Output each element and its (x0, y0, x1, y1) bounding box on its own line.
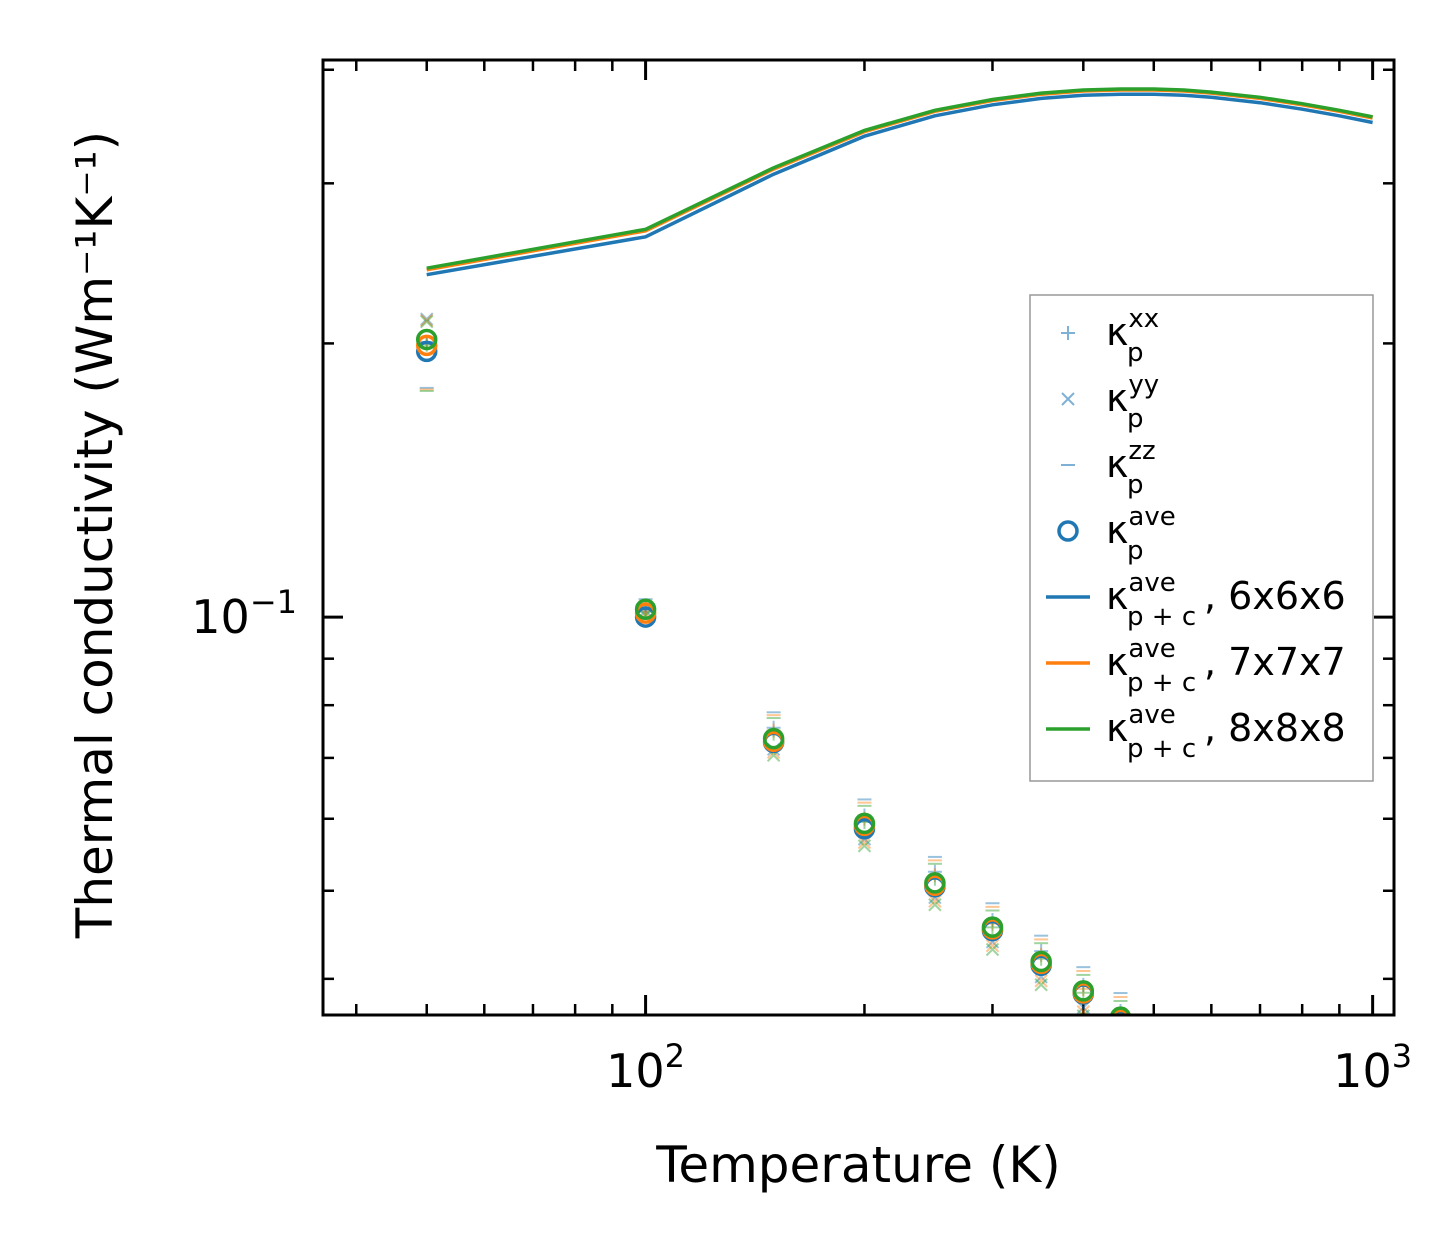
point-kappa_p_yy (420, 312, 434, 326)
point-kappa_p_yy (985, 939, 1000, 953)
legend-subscript: p (1127, 536, 1144, 566)
point-kappa_p_ave_8x8x8 (981, 916, 1004, 938)
point-kappa_p_ave_6x6x6 (415, 340, 438, 363)
legend-kappa: κ (1106, 706, 1128, 750)
legend-superscript: ave (1128, 568, 1175, 598)
legend-kappa: κ (1106, 310, 1128, 354)
series-kappa_pc_ave_8x8x8 (426, 87, 1373, 270)
legend-subscript: p + c (1127, 602, 1196, 632)
point-kappa_p_ave_8x8x8 (853, 812, 876, 835)
series-kappa_p_ave_8x8x8 (415, 328, 1132, 1015)
point-kappa_p_yy (420, 314, 434, 329)
point-kappa_p_yy (420, 313, 434, 328)
x-tick-exponent: 2 (665, 1037, 685, 1075)
legend-subscript: p (1127, 470, 1144, 500)
legend-kappa: κ (1106, 574, 1128, 618)
legend-marker-plus (1061, 326, 1075, 340)
legend-label: κave p + c , 6x6x6 (1106, 568, 1346, 632)
axis-ticks (323, 60, 1394, 1015)
point-kappa_p_yy (1034, 974, 1048, 988)
x-tick-exponent: 3 (1392, 1037, 1412, 1075)
legend-superscript: ave (1128, 502, 1175, 532)
legend-marker-x (1061, 392, 1075, 406)
legend-suffix: , 7x7x7 (1204, 640, 1346, 684)
legend-label: κave p (1106, 502, 1176, 566)
y-tick-label: 10−1 (191, 583, 297, 644)
series-kappa_p_zz (419, 386, 1161, 1015)
x-tick-label: 103 (1333, 1037, 1412, 1098)
legend-label: κave p + c , 7x7x7 (1106, 634, 1346, 698)
legend-subscript: p + c (1127, 668, 1196, 698)
point-kappa_p_yy (1076, 1005, 1091, 1015)
legend-subscript: p (1127, 404, 1144, 434)
legend-kappa: κ (1106, 442, 1128, 486)
legend-subscript: p (1127, 338, 1144, 368)
x-axis-label: Temperature (K) (655, 1136, 1060, 1194)
point-kappa_p_ave_8x8x8 (1030, 950, 1052, 973)
point-kappa_p_ave_8x8x8 (1072, 980, 1095, 1002)
plot-series (415, 87, 1373, 1015)
legend-kappa: κ (1106, 508, 1128, 552)
y-tick-base: 10 (191, 590, 250, 644)
point-kappa_p_ave_8x8x8 (1109, 1006, 1132, 1015)
point-kappa_p_yy (928, 894, 942, 908)
series-line-kappa_pc_ave_8x8x8 (426, 87, 1373, 270)
point-kappa_p_xx (1076, 985, 1091, 1000)
point-kappa_p_yy (857, 839, 872, 853)
legend-superscript: yy (1128, 370, 1159, 400)
x-tick-base: 10 (606, 1044, 665, 1098)
point-kappa_p_yy (985, 942, 1000, 957)
x-tick-base: 10 (1333, 1044, 1392, 1098)
legend-marker-circle (1057, 520, 1079, 542)
series-line-kappa_pc_ave_6x6x6 (426, 92, 1373, 277)
point-kappa_p_yy (928, 898, 942, 912)
legend-box (1029, 294, 1374, 782)
legend-superscript: ave (1128, 700, 1175, 730)
point-kappa_p_yy (1034, 978, 1048, 992)
point-kappa_p_ave_8x8x8 (634, 598, 657, 621)
legend-subscript: p + c (1127, 734, 1196, 764)
y-tick-exponent: −1 (250, 583, 297, 621)
plot-data (415, 87, 1373, 1015)
legend-label: κxx p (1106, 304, 1159, 368)
legend-suffix: , 6x6x6 (1204, 574, 1346, 618)
legend-kappa: κ (1106, 376, 1128, 420)
legend-label: κzz p (1106, 436, 1156, 500)
plot-frame (321, 58, 1396, 1017)
legend-superscript: zz (1128, 436, 1155, 466)
point-kappa_p_ave_7x7x7 (415, 334, 438, 357)
legend-label: κave p + c , 8x8x8 (1106, 700, 1346, 764)
point-kappa_p_ave_8x8x8 (762, 727, 785, 750)
point-kappa_p_ave_8x8x8 (415, 328, 438, 351)
legend-superscript: ave (1128, 634, 1175, 664)
point-kappa_p_yy (1076, 1009, 1091, 1015)
point-kappa_p_ave_7x7x7 (1110, 1008, 1131, 1015)
series-kappa_pc_ave_6x6x6 (426, 92, 1373, 277)
point-kappa_p_ave_8x8x8 (924, 872, 946, 894)
x-tick-label: 102 (606, 1037, 685, 1098)
legend-superscript: xx (1128, 304, 1159, 334)
y-axis-label: Thermal conductivity (Wm⁻¹K⁻¹) (66, 131, 124, 939)
legend-kappa: κ (1106, 640, 1128, 684)
legend-label: κyy p (1106, 370, 1159, 434)
legend-suffix: , 8x8x8 (1204, 706, 1346, 750)
